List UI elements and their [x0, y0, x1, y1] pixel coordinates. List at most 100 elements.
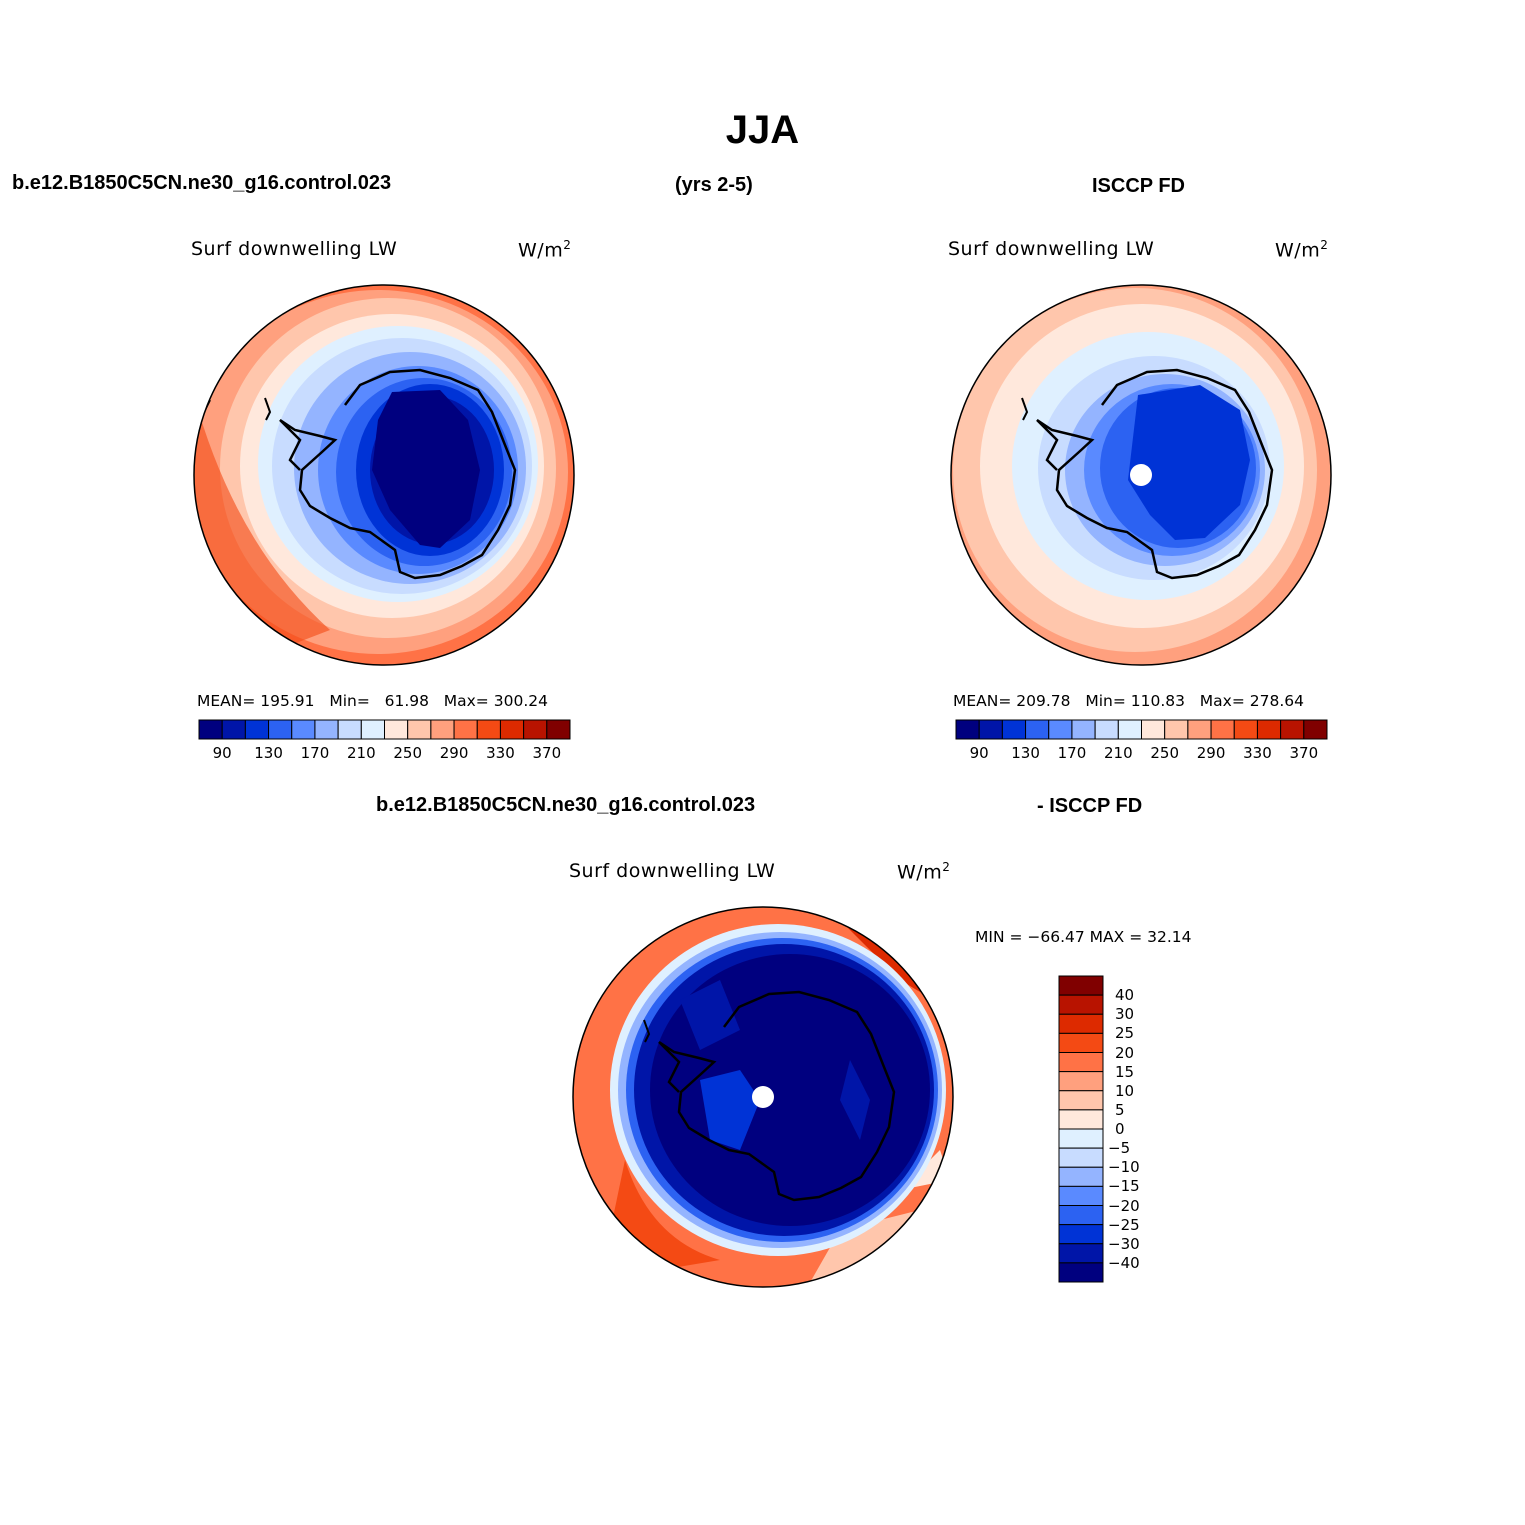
obs-colorbar-swatch: [1233, 719, 1258, 740]
obs-colorbar-tick-label: 370: [1289, 744, 1319, 762]
model-colorbar-tick-label: 170: [300, 744, 330, 762]
diff-colorbar-swatch: [1058, 994, 1104, 1015]
model-colorbar-swatch: [244, 719, 270, 740]
diff-colorbar-swatch: [1058, 1166, 1104, 1187]
model-colorbar-swatch: [453, 719, 478, 740]
obs-colorbar-swatch: [1048, 719, 1073, 740]
diff-coastline: [658, 990, 896, 1202]
diff-units-label: W/m2: [897, 860, 951, 884]
obs-colorbar-swatch: [1117, 719, 1142, 740]
diff-colorbar-tick-label: −40: [1108, 1253, 1140, 1272]
diff-colorbar-tick-label: 30: [1115, 1005, 1135, 1024]
diff-colorbar-tick-label: 5: [1115, 1100, 1125, 1119]
diff-colorbar-swatch: [1058, 1109, 1104, 1130]
model-units-label: W/m2: [518, 238, 572, 262]
obs-colorbar-swatch: [1141, 719, 1166, 740]
obs-name-header: ISCCP FD: [1092, 175, 1185, 197]
model-colorbar-swatch: [523, 719, 548, 740]
model-colorbar-swatch: [407, 719, 432, 740]
diff-colorbar-swatch: [1058, 1262, 1104, 1283]
diff-colorbar-tick-label: 25: [1115, 1024, 1135, 1043]
diff-colorbar-tick-label: 10: [1115, 1081, 1135, 1100]
obs-stats: MEAN= 209.78 Min= 110.83 Max= 278.64: [953, 692, 1305, 710]
diff-map: [573, 907, 953, 1287]
obs-colorbar-swatch: [1001, 719, 1027, 740]
obs-colorbar-tick-label: 170: [1057, 744, 1087, 762]
obs-colorbar-swatch: [1071, 719, 1096, 740]
model-colorbar-tick-label: 90: [212, 744, 232, 762]
obs-colorbar-tick-label: 130: [1011, 744, 1040, 762]
diff-colorbar-swatch: [1058, 1032, 1104, 1053]
model-colorbar-tick-label: 290: [439, 744, 469, 762]
obs-colorbar-swatch: [1303, 719, 1328, 740]
diff-colorbar-tick-label: 15: [1115, 1062, 1135, 1081]
diff-colorbar-tick-label: 0: [1115, 1120, 1125, 1138]
diff-colorbar-swatch: [1058, 1224, 1104, 1245]
model-colorbar-swatch: [546, 719, 571, 740]
obs-units-label: W/m2: [1275, 238, 1329, 262]
diff-colorbar-tick-label: −10: [1108, 1158, 1140, 1177]
diff-colorbar-swatch: [1058, 1013, 1104, 1034]
diff-colorbar-tick-label: 20: [1115, 1043, 1135, 1062]
diff-title-right: - ISCCP FD: [1037, 795, 1143, 817]
obs-colorbar: [955, 719, 1328, 740]
diff-colorbar-tick-label: 40: [1115, 986, 1135, 1005]
main-title: JJA: [725, 108, 800, 152]
diff-colorbar-tick-label: −5: [1108, 1139, 1131, 1158]
diff-variable-label: Surf downwelling LW: [569, 860, 776, 882]
diff-colorbar-tick-label: −20: [1108, 1196, 1140, 1215]
obs-colorbar-swatch: [1187, 719, 1212, 740]
model-colorbar-swatch: [384, 719, 409, 740]
obs-colorbar-tick-label: 290: [1196, 744, 1226, 762]
model-coastline: [279, 368, 517, 580]
obs-colorbar-swatch: [1210, 719, 1235, 740]
diff-colorbar-swatch: [1058, 1185, 1104, 1206]
model-colorbar-swatch: [499, 719, 525, 740]
diff-colorbar-tick-label: −25: [1108, 1215, 1140, 1234]
model-colorbar-tick-label: 130: [254, 744, 283, 762]
obs-colorbar-swatch: [978, 719, 1003, 740]
years-header: (yrs 2-5): [675, 174, 753, 196]
obs-colorbar-swatch: [1256, 719, 1282, 740]
diff-colorbar: [1058, 975, 1104, 1283]
model-colorbar-swatch: [430, 719, 455, 740]
case-name-header: b.e12.B1850C5CN.ne30_g16.control.023: [12, 172, 392, 194]
model-stats: MEAN= 195.91 Min= 61.98 Max= 300.24: [197, 692, 548, 710]
model-colorbar-tick-label: 210: [346, 744, 376, 762]
model-colorbar-swatch: [360, 719, 385, 740]
diff-colorbar-swatch: [1058, 975, 1104, 996]
obs-colorbar-tick-label: 330: [1243, 744, 1272, 762]
diff-title-left: b.e12.B1850C5CN.ne30_g16.control.023: [376, 794, 756, 816]
diff-colorbar-swatch: [1058, 1090, 1104, 1111]
obs-colorbar-swatch: [955, 719, 980, 740]
model-colorbar-swatch: [476, 719, 501, 740]
obs-colorbar-swatch: [1094, 719, 1119, 740]
model-colorbar-tick-label: 330: [486, 744, 515, 762]
obs-colorbar-swatch: [1025, 719, 1050, 740]
model-colorbar-tick-label: 250: [393, 744, 422, 762]
diff-colorbar-swatch: [1058, 1052, 1104, 1073]
diff-colorbar-swatch: [1058, 1205, 1104, 1226]
diff-minmax-label: MIN = −66.47 MAX = 32.14: [975, 928, 1192, 946]
obs-colorbar-tick-label: 250: [1150, 744, 1179, 762]
model-colorbar-swatch: [291, 719, 316, 740]
obs-colorbar-swatch: [1280, 719, 1305, 740]
model-colorbar-swatch: [337, 719, 362, 740]
obs-colorbar-swatch: [1164, 719, 1189, 740]
model-map: [194, 285, 574, 665]
obs-map: [951, 285, 1331, 665]
model-colorbar-swatch: [198, 719, 223, 740]
diff-colorbar-tick-label: −15: [1108, 1177, 1140, 1196]
diff-colorbar-swatch: [1058, 1147, 1104, 1168]
diff-colorbar-swatch: [1058, 1243, 1104, 1264]
obs-colorbar-tick-label: 210: [1103, 744, 1133, 762]
model-colorbar-swatch: [314, 719, 339, 740]
model-colorbar-swatch: [221, 719, 246, 740]
obs-coastline: [1036, 368, 1274, 580]
model-colorbar: [198, 719, 571, 740]
diff-colorbar-tick-label: −30: [1108, 1234, 1140, 1253]
obs-variable-label: Surf downwelling LW: [948, 238, 1155, 260]
model-colorbar-swatch: [268, 719, 293, 740]
obs-colorbar-tick-label: 90: [969, 744, 989, 762]
